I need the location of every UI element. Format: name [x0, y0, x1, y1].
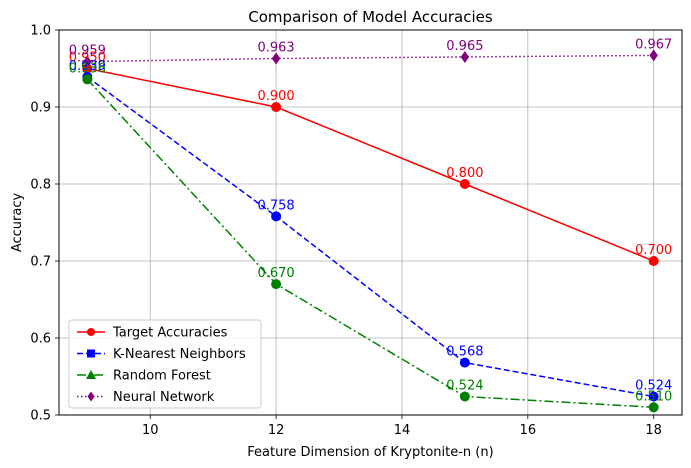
legend-label: Random Forest — [113, 369, 211, 384]
data-point — [271, 279, 282, 290]
data-point — [271, 211, 282, 222]
y-tick-label: 0.5 — [30, 409, 51, 424]
legend-label: K-Nearest Neighbors — [113, 347, 246, 362]
data-label: 0.524 — [446, 379, 483, 394]
data-labels: 0.950 0.900 0.800 0.700 0.939 0.758 0.568 0.524… — [69, 37, 673, 404]
x-tick-label: 10 — [142, 423, 159, 438]
data-label: 0.900 — [257, 89, 294, 104]
data-point — [271, 102, 282, 112]
y-tick-label: 0.9 — [30, 101, 51, 116]
data-point — [460, 50, 470, 63]
data-point — [648, 391, 659, 402]
x-tick-label: 12 — [268, 423, 285, 438]
series-line-2 — [86, 78, 654, 409]
data-label: 0.950 — [69, 51, 106, 66]
legend: Target Accuracies K-Nearest Neighbors Rand… — [68, 319, 262, 409]
legend-marker-diamond — [87, 391, 95, 402]
data-point — [648, 256, 659, 266]
legend-marker-triangle — [86, 370, 96, 379]
series-line-0 — [87, 67, 654, 262]
data-label: 0.758 — [257, 198, 294, 213]
data-label: 0.700 — [635, 243, 672, 258]
data-label: 0.939 — [69, 59, 106, 74]
legend-marker-square — [87, 349, 95, 358]
data-point — [271, 52, 281, 65]
legend-box — [68, 319, 262, 409]
legend-label: Target Accuracies — [112, 326, 228, 341]
data-point — [459, 391, 470, 402]
data-label: 0.936 — [69, 61, 106, 76]
data-label: 0.568 — [446, 345, 483, 360]
y-tick-label: 0.8 — [30, 178, 51, 193]
data-point — [648, 402, 659, 413]
data-label: 0.963 — [257, 40, 294, 55]
data-label: 0.524 — [635, 379, 672, 394]
data-point — [649, 49, 658, 62]
data-label: 0.967 — [635, 37, 672, 52]
data-point — [459, 357, 470, 368]
data-label: 0.959 — [69, 44, 106, 59]
series-line-1 — [86, 76, 654, 398]
data-point — [82, 74, 93, 85]
x-axis-label: Feature Dimension of Kryptonite-n (n) — [247, 445, 493, 460]
x-tick-label: 14 — [394, 423, 411, 438]
plot-area-frame — [58, 29, 683, 416]
series-lines — [82, 49, 659, 413]
data-label: 0.670 — [257, 266, 294, 281]
data-label: 0.965 — [446, 39, 483, 54]
data-label: 0.510 — [635, 389, 672, 404]
legend-label: Neural Network — [113, 390, 215, 405]
axis-ticks: 10 12 14 16 18 0.5 0.6 0.7 0.8 0.9 1.0 — [30, 24, 662, 439]
series-line-3 — [87, 54, 654, 63]
y-tick-label: 1.0 — [30, 24, 51, 39]
legend-marker-circle — [87, 328, 95, 336]
data-point — [459, 179, 470, 189]
y-tick-label: 0.7 — [30, 255, 51, 270]
x-tick-label: 16 — [520, 423, 537, 438]
chart-title: Comparison of Model Accuracies — [248, 8, 493, 26]
data-point — [83, 55, 92, 68]
y-axis-label: Accuracy — [10, 193, 25, 253]
x-tick-label: 18 — [645, 423, 662, 438]
data-label: 0.800 — [446, 166, 483, 181]
y-tick-label: 0.6 — [30, 332, 51, 347]
data-point — [82, 63, 93, 74]
